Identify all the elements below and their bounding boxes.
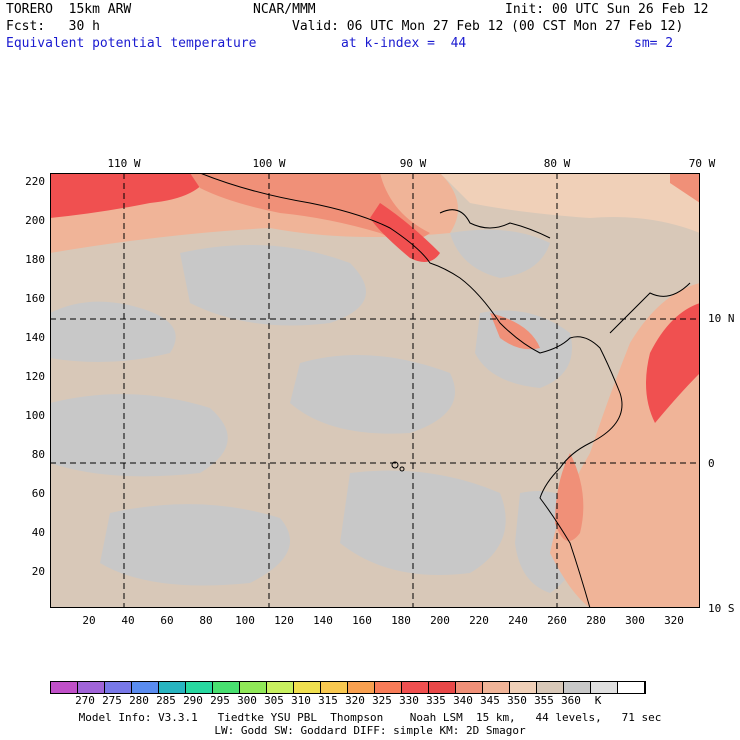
colorbar-swatch (537, 682, 564, 693)
colorbar (50, 681, 646, 694)
valid-time: Valid: 06 UTC Mon 27 Feb 12 (00 CST Mon … (292, 19, 684, 34)
field-name: Equivalent potential temperature (6, 36, 257, 51)
colorbar-label: 345 (480, 694, 500, 707)
smoothing: sm= 2 (634, 36, 674, 51)
colorbar-label: 310 (291, 694, 311, 707)
colorbar-swatch (78, 682, 105, 693)
colorbar-swatch (267, 682, 294, 693)
colorbar-swatch (402, 682, 429, 693)
colorbar-label: 355 (534, 694, 554, 707)
colorbar-swatch (510, 682, 537, 693)
colorbar-swatch (240, 682, 267, 693)
graticule (50, 173, 700, 608)
y-tick: 80 (31, 448, 45, 461)
colorbar-swatch (429, 682, 456, 693)
colorbar-label: 330 (399, 694, 419, 707)
colorbar-label: 335 (426, 694, 446, 707)
x-tick: 180 (391, 614, 411, 627)
lon-label-90w: 90 W (399, 157, 427, 170)
colorbar-label: 340 (453, 694, 473, 707)
center-name: NCAR/MMM (253, 2, 316, 17)
colorbar-label: 300 (237, 694, 257, 707)
x-tick: 20 (82, 614, 96, 627)
colorbar-swatch (321, 682, 348, 693)
y-tick: 100 (25, 409, 45, 422)
lat-label-10s: 10 S (708, 602, 735, 615)
colorbar-swatch (105, 682, 132, 693)
colorbar-label: 280 (129, 694, 149, 707)
y-tick: 160 (25, 292, 45, 305)
colorbar-label: 325 (372, 694, 392, 707)
colorbar-swatch (375, 682, 402, 693)
model-info: Model Info: V3.3.1 Tiedtke YSU PBL Thomp… (78, 711, 662, 724)
coastline (199, 173, 691, 608)
x-tick: 260 (547, 614, 567, 627)
colorbar-swatch (213, 682, 240, 693)
y-tick: 120 (25, 370, 45, 383)
x-tick: 80 (199, 614, 213, 627)
colorbar-label: 290 (183, 694, 203, 707)
colorbar-swatch (483, 682, 510, 693)
colorbar-swatch (294, 682, 321, 693)
y-tick: 20 (31, 565, 45, 578)
y-tick: 40 (31, 526, 45, 539)
colorbar-label: 275 (102, 694, 122, 707)
colorbar-label: 285 (156, 694, 176, 707)
forecast-hour: Fcst: 30 h (6, 19, 100, 34)
y-tick: 180 (25, 253, 45, 266)
map-frame (50, 173, 700, 608)
lon-label-80w: 80 W (543, 157, 571, 170)
x-tick: 100 (235, 614, 255, 627)
map-panel (50, 173, 700, 608)
x-tick: 140 (313, 614, 333, 627)
x-tick: 200 (430, 614, 450, 627)
colorbar-swatch (348, 682, 375, 693)
lat-label-0: 0 (708, 457, 715, 470)
colorbar-label: 360 (561, 694, 581, 707)
lon-label-100w: 100 W (252, 157, 286, 170)
colorbar-label: K (594, 694, 602, 707)
colorbar-label: 295 (210, 694, 230, 707)
x-tick: 120 (274, 614, 294, 627)
colorbar-label: 320 (345, 694, 365, 707)
physics-info: LW: Godd SW: Goddard DIFF: simple KM: 2D… (214, 724, 526, 737)
colorbar-swatch (51, 682, 78, 693)
lat-label-10n: 10 N (708, 312, 735, 325)
colorbar-swatch (564, 682, 591, 693)
colorbar-label: 305 (264, 694, 284, 707)
colorbar-labels: 270 275 280 285 290 295 300 305 310 315 320 325 330 3… (50, 694, 710, 708)
y-tick: 200 (25, 214, 45, 227)
x-tick: 160 (352, 614, 372, 627)
x-tick: 300 (625, 614, 645, 627)
colorbar-label: 350 (507, 694, 527, 707)
y-tick: 140 (25, 331, 45, 344)
warm-band-east (490, 283, 700, 608)
x-tick: 40 (121, 614, 135, 627)
x-tick: 60 (160, 614, 174, 627)
colorbar-swatch (456, 682, 483, 693)
colorbar-swatch (618, 682, 645, 693)
y-tick: 60 (31, 487, 45, 500)
x-tick: 240 (508, 614, 528, 627)
colorbar-swatch (132, 682, 159, 693)
colorbar-swatch (186, 682, 213, 693)
colorbar-label: 270 (75, 694, 95, 707)
lon-label-110w: 110 W (107, 157, 141, 170)
colorbar-swatch (159, 682, 186, 693)
model-name: TORERO 15km ARW (6, 2, 132, 17)
x-tick: 320 (664, 614, 684, 627)
x-tick: 280 (586, 614, 606, 627)
init-time: Init: 00 UTC Sun 26 Feb 12 (505, 2, 709, 17)
colorbar-swatch (591, 682, 618, 693)
colorbar-label: 315 (318, 694, 338, 707)
y-tick: 220 (25, 175, 45, 188)
lon-label-70w: 70 W (688, 157, 716, 170)
x-tick: 220 (469, 614, 489, 627)
level-index: at k-index = 44 (341, 36, 467, 51)
